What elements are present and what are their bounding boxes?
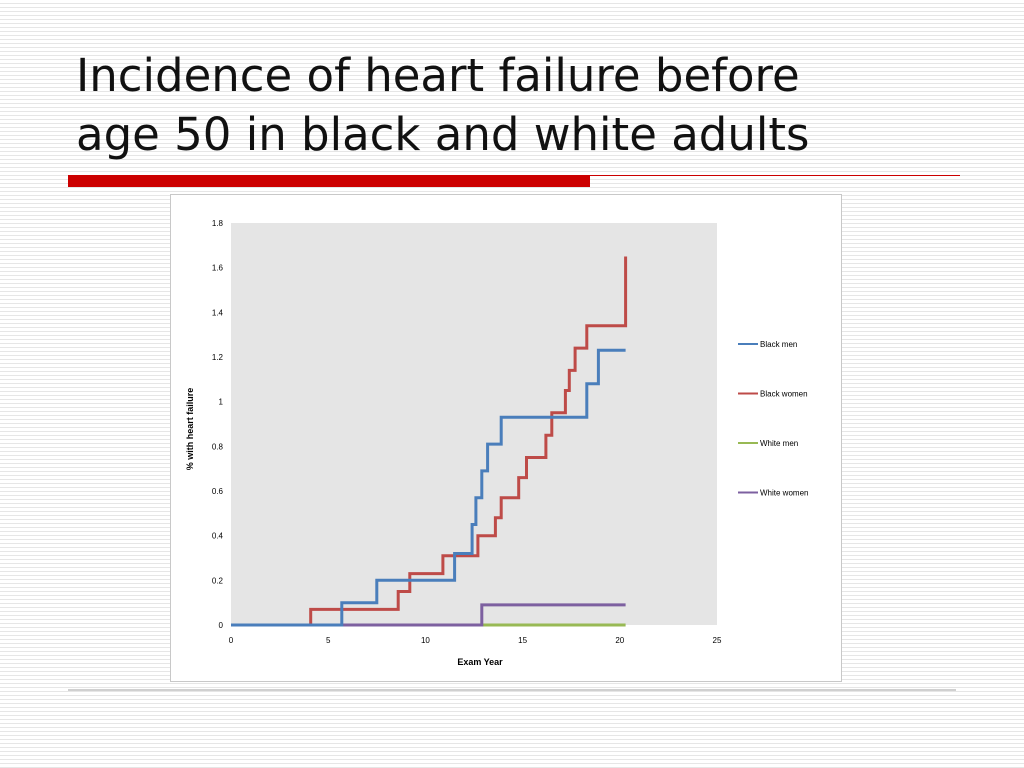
y-tick-label: 1.8 xyxy=(212,219,224,228)
title-accent-line xyxy=(590,175,960,176)
slide-title: Incidence of heart failure before age 50… xyxy=(76,46,976,164)
slide-title-line1: Incidence of heart failure before xyxy=(76,49,800,102)
x-tick-label: 5 xyxy=(326,636,331,645)
legend: Black men Black women White men White women xyxy=(738,340,808,498)
slide-title-line2: age 50 in black and white adults xyxy=(76,108,810,161)
y-tick-label: 0.2 xyxy=(212,576,224,585)
y-tick-label: 1.6 xyxy=(212,264,224,273)
y-tick-label: 1.4 xyxy=(212,308,224,317)
x-tick-label: 15 xyxy=(518,636,527,645)
y-tick-label: 0.4 xyxy=(212,532,224,541)
y-axis-ticks: 0 0.2 0.4 0.6 0.8 1 1.2 1.4 1.6 1.8 xyxy=(212,219,224,630)
y-tick-label: 0 xyxy=(219,621,224,630)
title-accent-bar xyxy=(68,175,590,187)
chart-container: 0 0.2 0.4 0.6 0.8 1 1.2 1.4 1.6 1.8 0 5 10 15 20 25 Ex… xyxy=(170,194,842,682)
y-tick-label: 1.2 xyxy=(212,353,224,362)
heart-failure-chart: 0 0.2 0.4 0.6 0.8 1 1.2 1.4 1.6 1.8 0 5 10 15 20 25 Ex… xyxy=(185,219,808,667)
x-tick-label: 20 xyxy=(615,636,624,645)
legend-label-black-women: Black women xyxy=(760,390,808,399)
x-tick-label: 10 xyxy=(421,636,430,645)
x-axis-ticks: 0 5 10 15 20 25 xyxy=(229,636,722,645)
series-line-black-men xyxy=(231,348,626,627)
y-tick-label: 0.8 xyxy=(212,442,224,451)
x-axis-title: Exam Year xyxy=(457,657,503,667)
y-tick-label: 1 xyxy=(219,398,224,407)
series-lines xyxy=(231,256,628,627)
legend-label-black-men: Black men xyxy=(760,340,797,349)
series-line-black-women xyxy=(231,256,628,627)
series-line-white-women xyxy=(231,603,626,627)
y-axis-title: % with heart failure xyxy=(185,388,195,471)
x-tick-label: 0 xyxy=(229,636,234,645)
plot-area xyxy=(231,223,717,625)
y-tick-label: 0.6 xyxy=(212,487,224,496)
x-tick-label: 25 xyxy=(713,636,722,645)
legend-label-white-women: White women xyxy=(760,489,808,498)
legend-label-white-men: White men xyxy=(760,439,798,448)
footer-divider xyxy=(68,689,956,691)
